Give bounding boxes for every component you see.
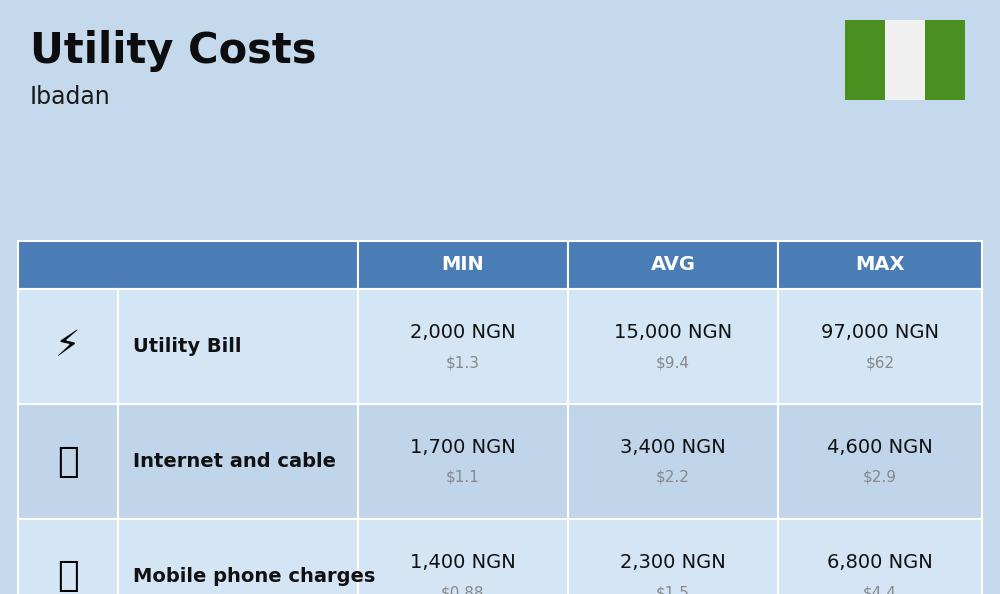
Text: Utility Bill: Utility Bill [133, 337, 242, 356]
Bar [885, 20, 925, 100]
Text: $1.5: $1.5 [656, 585, 690, 594]
Bar [568, 404, 778, 519]
Text: $9.4: $9.4 [656, 355, 690, 370]
Text: Utility Costs: Utility Costs [30, 30, 316, 72]
Text: $1.3: $1.3 [446, 355, 480, 370]
Text: Mobile phone charges: Mobile phone charges [133, 567, 375, 586]
Text: Ibadan: Ibadan [30, 85, 111, 109]
Text: 1,700 NGN: 1,700 NGN [410, 438, 516, 457]
Bar [778, 241, 982, 289]
Text: 2,300 NGN: 2,300 NGN [620, 553, 726, 572]
Text: $62: $62 [865, 355, 895, 370]
Text: 4,600 NGN: 4,600 NGN [827, 438, 933, 457]
Bar [18, 241, 358, 289]
Bar [925, 20, 965, 100]
Text: $4.4: $4.4 [863, 585, 897, 594]
Text: $2.2: $2.2 [656, 470, 690, 485]
Text: 97,000 NGN: 97,000 NGN [821, 323, 939, 342]
Bar [18, 289, 118, 404]
Bar [18, 519, 118, 594]
Text: 1,400 NGN: 1,400 NGN [410, 553, 516, 572]
Text: MIN: MIN [442, 255, 484, 274]
Bar [845, 20, 885, 100]
Bar [358, 519, 568, 594]
Bar [778, 404, 982, 519]
Text: MAX: MAX [855, 255, 905, 274]
Text: 6,800 NGN: 6,800 NGN [827, 553, 933, 572]
Text: ⚡: ⚡ [55, 330, 81, 364]
Text: Internet and cable: Internet and cable [133, 452, 336, 471]
Bar [568, 241, 778, 289]
Bar [568, 289, 778, 404]
Bar [118, 519, 358, 594]
Text: 2,000 NGN: 2,000 NGN [410, 323, 516, 342]
Text: AVG: AVG [650, 255, 696, 274]
Bar [778, 289, 982, 404]
Bar [358, 404, 568, 519]
Bar [358, 241, 568, 289]
Text: 📱: 📱 [57, 560, 79, 593]
Bar [778, 519, 982, 594]
Bar [118, 404, 358, 519]
Text: $1.1: $1.1 [446, 470, 480, 485]
Text: 📶: 📶 [57, 444, 79, 479]
Text: $2.9: $2.9 [863, 470, 897, 485]
Text: 15,000 NGN: 15,000 NGN [614, 323, 732, 342]
Bar [568, 519, 778, 594]
Text: $0.88: $0.88 [441, 585, 485, 594]
Bar [18, 404, 118, 519]
Bar [358, 289, 568, 404]
Bar [118, 289, 358, 404]
Text: 3,400 NGN: 3,400 NGN [620, 438, 726, 457]
